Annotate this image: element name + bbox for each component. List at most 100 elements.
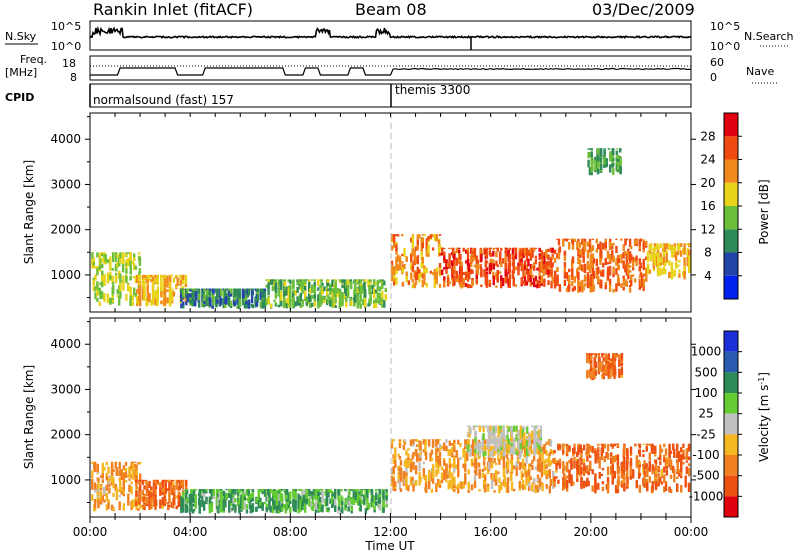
- heatmap-cell: [228, 297, 231, 307]
- heatmap-cell: [669, 450, 673, 454]
- heatmap-cell: [495, 273, 498, 280]
- heatmap-cell: [329, 498, 332, 504]
- heatmap-cell: [345, 281, 348, 288]
- heatmap-cell: [489, 258, 493, 268]
- heatmap-cell: [326, 279, 330, 287]
- heatmap-cell: [390, 245, 394, 251]
- heatmap-cell: [304, 279, 307, 285]
- heatmap-cell: [657, 457, 660, 460]
- heatmap-cell: [331, 297, 334, 306]
- heatmap-cell: [553, 257, 557, 263]
- heatmap-cell: [604, 241, 607, 248]
- heatmap-cell: [495, 272, 498, 276]
- heatmap-cell: [287, 286, 290, 289]
- heatmap-cell: [490, 462, 494, 469]
- heatmap-cell: [159, 485, 162, 491]
- heatmap-cell: [139, 461, 142, 465]
- heatmap-cell: [240, 494, 243, 501]
- heatmap-cell: [403, 478, 407, 485]
- colorbar-tick-label: 16: [700, 199, 715, 213]
- heatmap-cell: [474, 466, 478, 476]
- heatmap-cell: [182, 275, 185, 284]
- heatmap-cell: [533, 452, 536, 456]
- heatmap-cell: [96, 281, 99, 290]
- heatmap-cell: [453, 467, 456, 473]
- heatmap-cell: [534, 255, 538, 259]
- heatmap-cell: [173, 499, 176, 506]
- heatmap-cell: [375, 489, 378, 492]
- heatmap-cell: [525, 477, 528, 486]
- heatmap-cell: [540, 467, 544, 478]
- heatmap-cell: [468, 284, 471, 289]
- heatmap-cell: [150, 502, 153, 510]
- heatmap-cell: [373, 507, 376, 513]
- heatmap-cell: [390, 234, 394, 236]
- heatmap-cell: [614, 454, 618, 461]
- heatmap-cell: [176, 274, 179, 277]
- heatmap-cell: [600, 148, 603, 157]
- heatmap-cell: [592, 258, 596, 264]
- heatmap-cell: [366, 507, 369, 511]
- heatmap-cell: [236, 288, 239, 293]
- heatmap-cell: [587, 159, 590, 168]
- heatmap-cell: [573, 276, 576, 283]
- heatmap-cell: [271, 285, 274, 292]
- heatmap-cell: [568, 475, 571, 484]
- heatmap-cell: [623, 456, 626, 466]
- heatmap-cell: [518, 247, 522, 252]
- heatmap-cell: [529, 268, 533, 276]
- heatmap-cell: [596, 148, 600, 155]
- heatmap-cell: [485, 273, 489, 280]
- heatmap-cell: [525, 471, 528, 478]
- heatmap-cell: [586, 265, 590, 269]
- heatmap-cell: [236, 299, 239, 305]
- heatmap-cell: [443, 251, 446, 255]
- heatmap-cell: [603, 148, 606, 154]
- heatmap-cell: [135, 465, 138, 471]
- heatmap-cell: [421, 257, 424, 264]
- heatmap-cell: [154, 297, 157, 306]
- heatmap-cell: [596, 165, 600, 175]
- heatmap-cell: [376, 295, 379, 300]
- heatmap-cell: [568, 284, 571, 292]
- heatmap-cell: [577, 271, 580, 280]
- heatmap-cell: [101, 252, 104, 257]
- heatmap-cell: [99, 258, 102, 264]
- heatmap-cell: [578, 249, 582, 257]
- heatmap-cell: [156, 279, 159, 286]
- heatmap-cell: [119, 477, 122, 487]
- heatmap-cell: [445, 463, 448, 473]
- heatmap-cell: [483, 467, 487, 470]
- heatmap-cell: [232, 489, 235, 494]
- heatmap-cell: [588, 241, 592, 246]
- heatmap-cell: [597, 354, 601, 358]
- heatmap-cell: [106, 281, 110, 284]
- heatmap-cell: [678, 269, 681, 273]
- heatmap-cell: [591, 377, 595, 381]
- heatmap-cell: [166, 289, 169, 292]
- heatmap-cell: [395, 277, 398, 285]
- heatmap-cell: [529, 486, 532, 489]
- heatmap-cell: [108, 477, 111, 482]
- heatmap-cell: [611, 464, 614, 473]
- heatmap-cell: [346, 286, 350, 296]
- heatmap-cell: [677, 250, 680, 256]
- heatmap-cell: [482, 427, 485, 433]
- heatmap-cell: [185, 489, 189, 491]
- heatmap-cell: [341, 501, 344, 506]
- heatmap-cell: [156, 479, 159, 483]
- heatmap-cell: [512, 277, 515, 287]
- heatmap-cell: [664, 448, 668, 456]
- heatmap-cell: [93, 461, 97, 465]
- heatmap-cell: [453, 273, 456, 278]
- heatmap-cell: [512, 465, 516, 470]
- heatmap-cell: [481, 472, 484, 478]
- heatmap-cell: [462, 448, 465, 458]
- heatmap-cell: [277, 279, 281, 284]
- heatmap-cell: [112, 252, 115, 256]
- heatmap-cell: [525, 268, 529, 275]
- heatmap-cell: [624, 250, 627, 256]
- heatmap-cell: [375, 496, 378, 501]
- heatmap-cell: [660, 481, 664, 485]
- heatmap-cell: [151, 295, 155, 305]
